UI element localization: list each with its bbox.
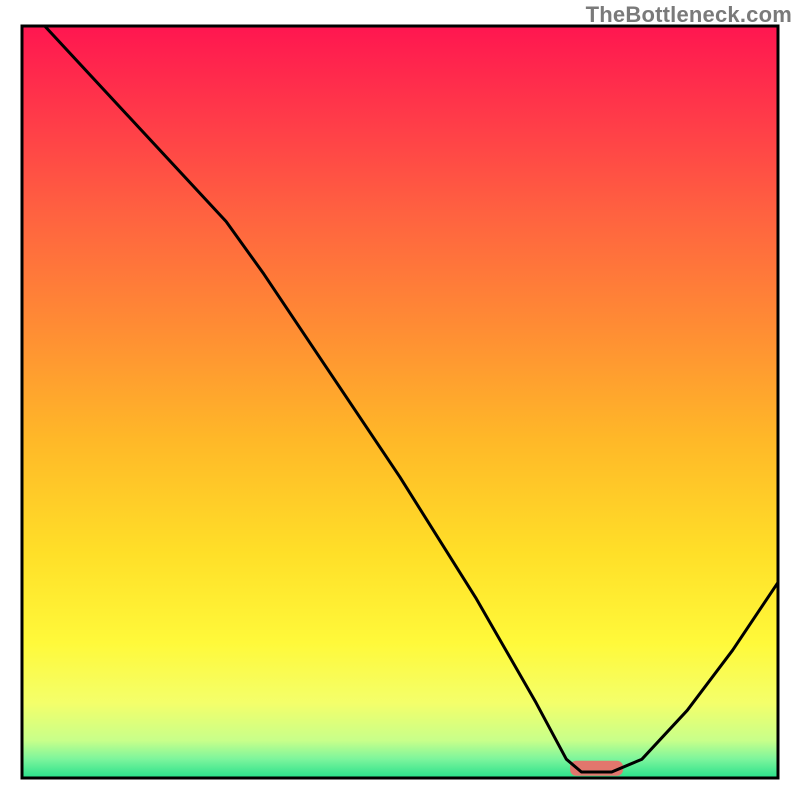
watermark-text: TheBottleneck.com: [586, 2, 792, 28]
chart-container: TheBottleneck.com: [0, 0, 800, 800]
bottleneck-chart: [0, 0, 800, 800]
chart-background: [22, 26, 778, 778]
